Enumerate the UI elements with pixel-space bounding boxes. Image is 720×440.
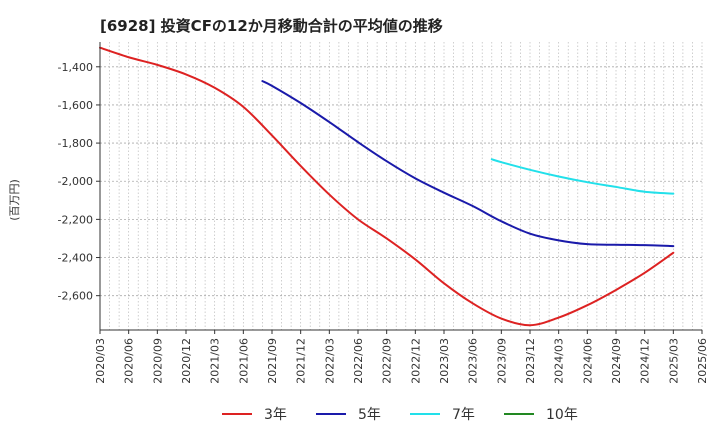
x-tick-label: 2024/06 <box>581 338 594 384</box>
x-tick-label: 2024/12 <box>639 338 652 384</box>
y-tick-label: -1,800 <box>58 137 93 150</box>
x-tick-label: 2020/12 <box>180 338 193 384</box>
x-tick-label: 2024/03 <box>553 338 566 384</box>
legend-label-2: 5年 <box>358 407 381 423</box>
x-tick-label: 2022/09 <box>381 338 394 384</box>
x-tick-label: 2022/06 <box>352 338 365 384</box>
legend-label-4: 10年 <box>546 407 578 423</box>
chart-title: [6928] 投資CFの12か月移動合計の平均値の推移 <box>100 17 443 35</box>
plot-area <box>100 42 702 330</box>
x-tick-label: 2022/12 <box>409 338 422 384</box>
legend-label-3: 7年 <box>452 407 475 423</box>
x-tick-label: 2023/12 <box>524 338 537 384</box>
y-tick-label: -2,600 <box>58 290 93 303</box>
grid <box>100 42 703 330</box>
series-line-3 <box>490 158 675 195</box>
x-tick-label: 2021/06 <box>237 338 250 384</box>
x-tick-label: 2022/03 <box>323 338 336 384</box>
x-tick-labels: 2020/03 2020/06 2020/09 2020/12 2021/03 2021/… <box>94 330 709 384</box>
legend: 3年 5年 7年 10年 <box>222 407 578 423</box>
x-tick-label: 2023/03 <box>438 338 451 384</box>
series-line-2 <box>261 80 675 248</box>
y-tick-label: -2,000 <box>58 175 93 188</box>
x-tick-label: 2025/06 <box>696 338 709 384</box>
legend-label-1: 3年 <box>264 407 287 423</box>
y-tick-label: -1,400 <box>58 61 93 74</box>
x-tick-label: 2021/03 <box>209 338 222 384</box>
x-tick-label: 2025/03 <box>667 338 680 384</box>
x-tick-label: 2021/09 <box>266 338 279 384</box>
y-axis-label: (百万円) <box>8 179 21 221</box>
y-tick-labels: -1,400 -1,600 -1,800 -2,000 -2,200 -2,400 -2,6… <box>58 61 100 303</box>
x-tick-label: 2020/06 <box>123 338 136 384</box>
x-tick-label: 2023/09 <box>495 338 508 384</box>
x-tick-label: 2020/03 <box>94 338 107 384</box>
x-tick-label: 2021/12 <box>295 338 308 384</box>
y-tick-label: -2,200 <box>58 213 93 226</box>
x-tick-label: 2020/09 <box>151 338 164 384</box>
series-line-1 <box>99 46 675 327</box>
y-tick-label: -2,400 <box>58 252 93 265</box>
series-lines <box>99 46 675 327</box>
x-tick-label: 2024/09 <box>610 338 623 384</box>
y-tick-label: -1,600 <box>58 99 93 112</box>
x-tick-label: 2023/06 <box>467 338 480 384</box>
